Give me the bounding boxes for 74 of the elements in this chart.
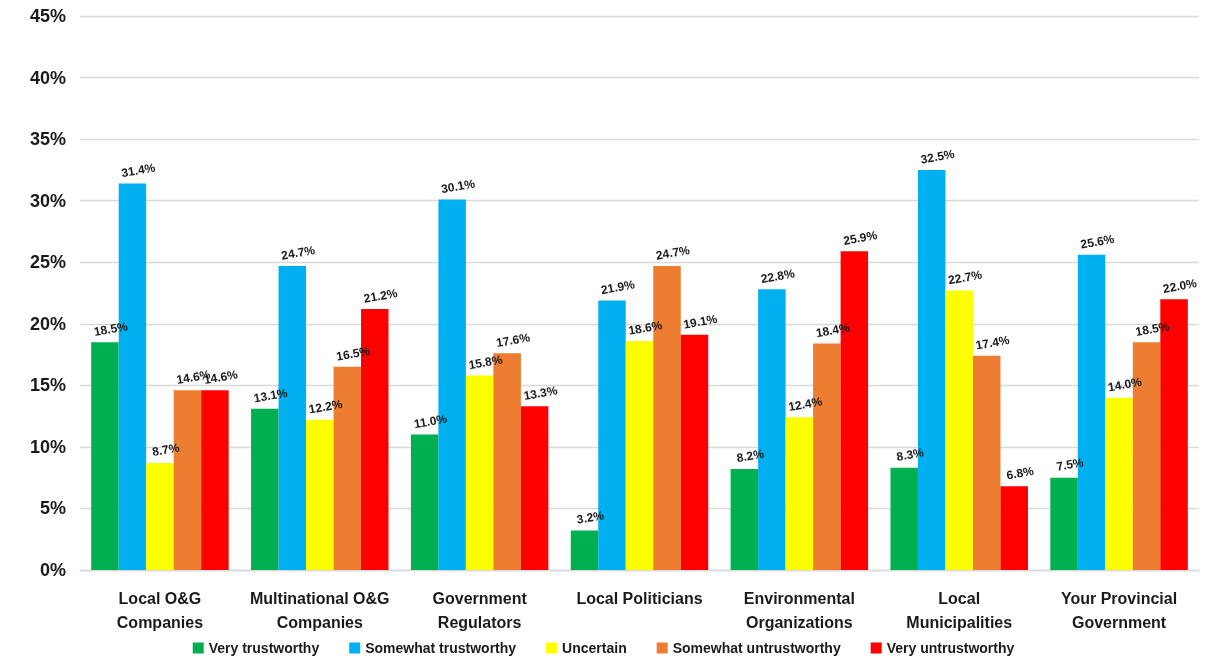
x-tick-label: Local Municipalities xyxy=(906,589,1013,631)
data-label: 19.1% xyxy=(682,311,719,332)
x-tick-label: Your Provincial Government xyxy=(1060,589,1178,631)
y-tick-label: 5% xyxy=(39,498,66,519)
x-tick-label: Multinational O&G Companies xyxy=(250,589,390,631)
legend-label: Very untrustworthy xyxy=(886,640,1015,656)
bar xyxy=(785,417,814,570)
data-label: 12.2% xyxy=(307,396,344,417)
data-label: 8.3% xyxy=(895,445,926,464)
data-label: 32.5% xyxy=(919,146,956,167)
bar xyxy=(306,419,334,570)
x-tick-label: Government Regulators xyxy=(432,589,528,631)
data-label: 13.3% xyxy=(522,383,559,403)
data-label: 25.6% xyxy=(1079,231,1116,252)
bar xyxy=(945,290,973,570)
bar xyxy=(201,390,229,570)
data-label: 21.9% xyxy=(599,277,637,298)
x-tick-label: Environmental Organizations xyxy=(743,589,855,631)
legend-label: Uncertain xyxy=(562,640,627,656)
data-label: 21.2% xyxy=(362,285,399,306)
y-tick-label: 25% xyxy=(29,252,66,273)
bar xyxy=(1105,397,1133,570)
bar xyxy=(146,462,174,570)
bar xyxy=(972,355,1001,570)
data-label: 17.4% xyxy=(974,332,1011,353)
bar xyxy=(520,406,549,570)
data-label: 15.8% xyxy=(467,352,504,373)
bar xyxy=(465,375,494,570)
bar xyxy=(1000,486,1028,570)
bar xyxy=(570,530,599,570)
data-label: 18.5% xyxy=(92,319,130,339)
data-label: 6.8% xyxy=(1005,463,1036,483)
data-label: 18.6% xyxy=(627,317,664,338)
data-label: 16.5% xyxy=(335,343,372,364)
data-label: 14.0% xyxy=(1106,374,1144,395)
data-label: 8.7% xyxy=(151,440,181,460)
y-tick-label: 35% xyxy=(29,129,66,150)
y-tick-label: 45% xyxy=(29,6,66,26)
bar xyxy=(680,334,709,570)
data-label: 11.0% xyxy=(412,411,449,432)
data-label: 24.7% xyxy=(280,242,317,263)
data-label: 7.5% xyxy=(1055,455,1085,474)
data-label: 30.1% xyxy=(440,176,477,197)
data-label: 8.2% xyxy=(735,446,766,466)
data-label: 13.1% xyxy=(252,385,289,406)
data-label: 22.7% xyxy=(947,267,984,288)
data-label: 12.4% xyxy=(787,394,824,415)
data-label: 31.4% xyxy=(120,160,157,181)
bar xyxy=(625,341,654,570)
bar xyxy=(91,342,119,570)
data-label: 18.4% xyxy=(814,320,851,341)
data-label: 3.2% xyxy=(575,508,606,527)
y-tick-label: 30% xyxy=(29,190,66,211)
data-label: 22.8% xyxy=(759,266,796,287)
legend-label: Somewhat trustworthy xyxy=(365,640,517,656)
y-tick-label: 20% xyxy=(29,313,66,334)
data-label: 22.0% xyxy=(1161,276,1199,296)
legend-label: Very trustworthy xyxy=(208,640,320,656)
bar xyxy=(890,467,918,570)
y-tick-label: 15% xyxy=(29,375,66,396)
x-tick-label: Local Politicians xyxy=(576,589,703,607)
y-tick-label: 40% xyxy=(29,67,66,88)
data-label: 18.5% xyxy=(1134,319,1171,339)
legend-label: Somewhat untrustworthy xyxy=(672,640,841,656)
data-label: 17.6% xyxy=(495,330,532,351)
x-tick-label: Local O&G Companies xyxy=(116,589,204,631)
y-tick-label: 0% xyxy=(39,560,66,580)
bar xyxy=(251,408,279,570)
bar xyxy=(730,469,759,570)
y-tick-label: 10% xyxy=(29,436,66,457)
bar xyxy=(410,434,439,570)
data-label: 24.7% xyxy=(654,242,692,263)
bar xyxy=(1050,477,1078,570)
data-label: 25.9% xyxy=(842,228,879,248)
